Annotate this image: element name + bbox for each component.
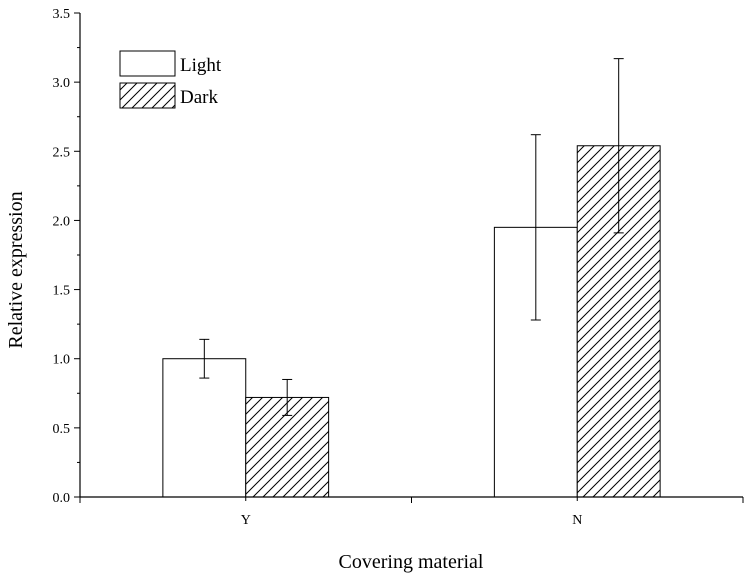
legend: Light Dark xyxy=(119,50,222,109)
y-tick-label: 1.5 xyxy=(53,284,71,299)
bar-light-y xyxy=(162,358,247,498)
y-tick-label: 3.5 xyxy=(53,7,71,22)
error-bars-group xyxy=(199,58,624,416)
x-tick-label: N xyxy=(572,513,582,528)
x-tick-label: Y xyxy=(241,513,251,528)
y-tick-label: 1.0 xyxy=(53,353,71,368)
x-axis-title: Covering material xyxy=(339,551,484,573)
y-tick-label: 2.0 xyxy=(53,214,71,229)
legend-swatch-light xyxy=(119,50,176,77)
legend-swatch-dark xyxy=(119,82,176,109)
y-tick-label: 0.5 xyxy=(53,422,71,437)
y-tick-label: 2.5 xyxy=(53,145,71,160)
legend-label-dark: Dark xyxy=(180,87,218,108)
y-tick-label: 0.0 xyxy=(53,491,71,506)
legend-label-light: Light xyxy=(180,55,222,76)
y-axis-title: Relative expression xyxy=(5,191,27,348)
bars-group xyxy=(162,145,661,498)
y-tick-label: 3.0 xyxy=(53,76,71,91)
y-axis-ticks: 0.0 0.5 1.0 1.5 2.0 2.5 3.0 3.5 xyxy=(53,7,80,506)
